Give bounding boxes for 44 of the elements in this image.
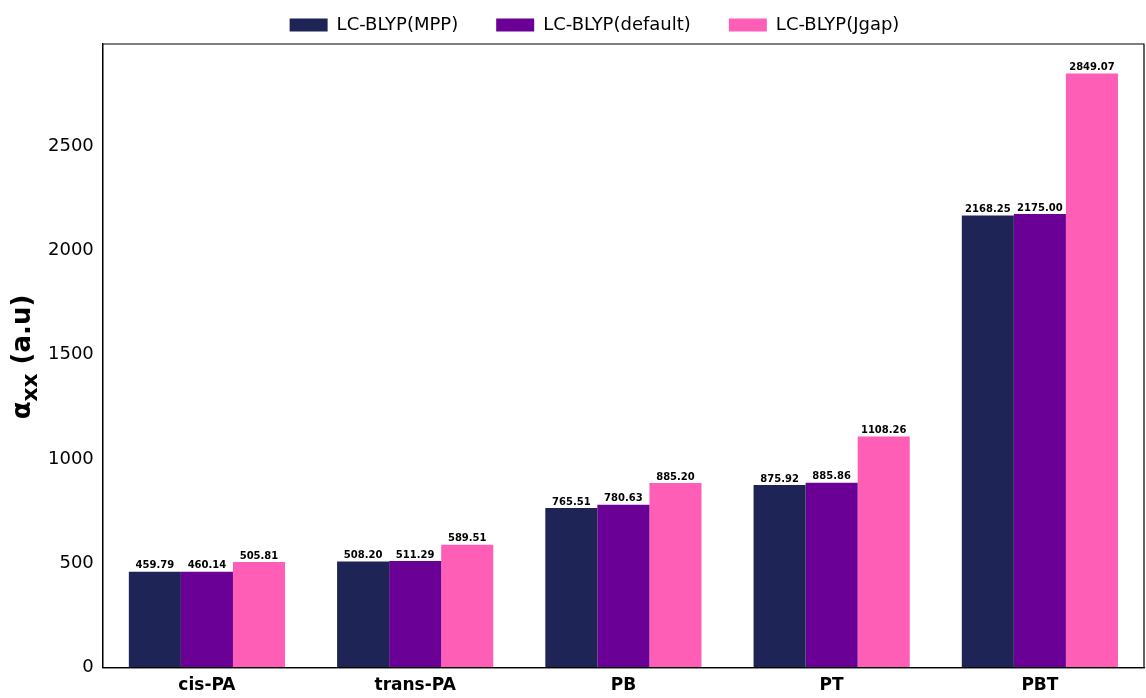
data-label: 505.81 — [239, 549, 279, 561]
bar — [1065, 73, 1118, 668]
legend-label: LC-BLYP(default) — [543, 12, 691, 34]
legend-label: LC-BLYP(Jgap) — [775, 12, 900, 34]
bar — [441, 544, 494, 668]
bar — [1013, 213, 1066, 668]
data-label: 2175.00 — [1017, 201, 1063, 213]
bar — [805, 482, 858, 668]
bar — [232, 562, 286, 668]
data-label: 589.51 — [447, 532, 487, 544]
bar — [337, 561, 390, 668]
x-tick-label: cis-PA — [178, 674, 237, 695]
y-tick-label: 1500 — [48, 342, 94, 364]
x-tick-label: trans-PA — [374, 674, 457, 695]
data-label: 875.92 — [760, 472, 799, 484]
data-label: 885.20 — [656, 470, 695, 482]
x-tick-label: PT — [819, 674, 845, 695]
bar — [389, 560, 442, 668]
y-tick-label: 1000 — [48, 446, 94, 468]
x-tick-label: PBT — [1021, 674, 1059, 695]
bar — [597, 504, 650, 668]
data-label: 2849.07 — [1069, 60, 1115, 72]
bar — [545, 507, 598, 668]
data-label: 511.29 — [395, 548, 435, 560]
data-label: 780.63 — [604, 492, 643, 504]
data-label: 765.51 — [552, 495, 591, 507]
bar — [128, 571, 181, 668]
x-tick-label: PB — [610, 674, 637, 695]
y-tick-label: 2000 — [48, 238, 94, 260]
data-label: 460.14 — [187, 559, 227, 571]
bar — [753, 484, 806, 668]
legend-label: LC-BLYP(MPP) — [336, 12, 459, 34]
data-label: 2168.25 — [965, 202, 1011, 214]
data-label: 459.79 — [135, 559, 175, 571]
data-label: 885.86 — [812, 470, 851, 482]
y-tick-label: 2500 — [48, 133, 94, 155]
bar — [857, 436, 910, 668]
data-label: 1108.26 — [860, 424, 907, 436]
y-tick-label: 0 — [82, 655, 94, 677]
bar — [961, 215, 1014, 668]
bar — [649, 482, 702, 668]
y-tick-label: 500 — [59, 550, 94, 572]
data-label: 508.20 — [343, 549, 383, 561]
bar — [180, 571, 233, 668]
